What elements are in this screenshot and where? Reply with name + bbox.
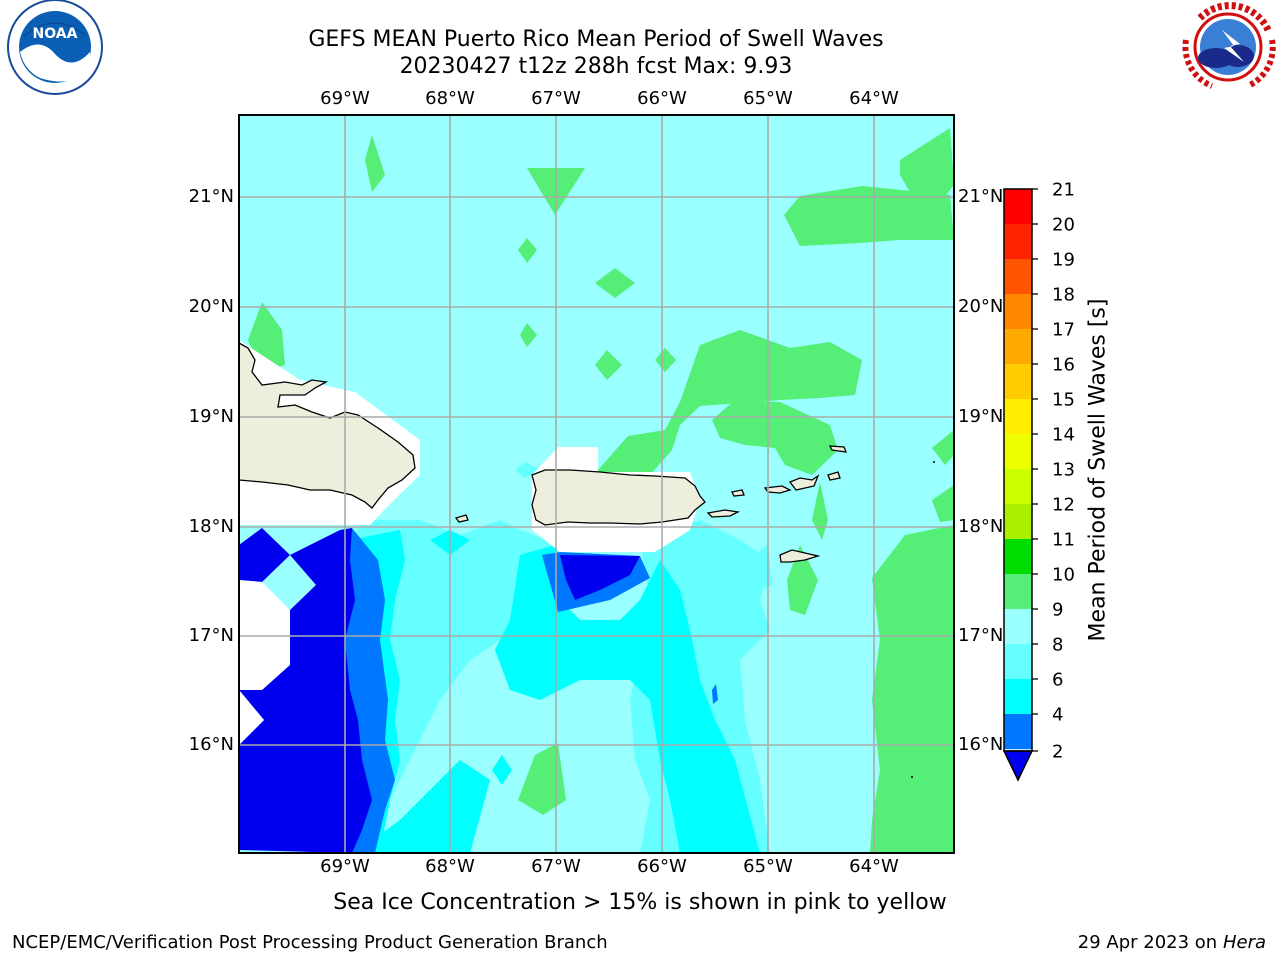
small-islets	[911, 461, 935, 778]
colorbar	[1002, 188, 1038, 782]
colorbar-tick: 11	[1052, 529, 1075, 551]
lon-label-bottom: 68°W	[425, 856, 475, 877]
map-plot	[238, 114, 955, 854]
colorbar-tick: 13	[1052, 459, 1075, 481]
colorbar-tick: 8	[1052, 634, 1064, 656]
lat-label-right: 21°N	[958, 186, 1004, 207]
lat-label-right: 19°N	[958, 406, 1004, 427]
map-title: GEFS MEAN Puerto Rico Mean Period of Swe…	[308, 27, 884, 52]
colorbar-tick: 4	[1052, 704, 1064, 726]
footer-date-text: 29 Apr 2023 on	[1077, 932, 1223, 953]
lat-label-left: 21°N	[188, 186, 234, 207]
colorbar-tick: 21	[1052, 179, 1075, 201]
lat-label-right: 16°N	[958, 734, 1004, 755]
vieques	[706, 509, 741, 518]
colorbar-tick: 18	[1052, 284, 1075, 306]
colorbar-tick: 9	[1052, 599, 1064, 621]
colorbar-tick: 20	[1052, 214, 1075, 236]
colorbar-tick: 12	[1052, 494, 1075, 516]
culebra	[731, 489, 745, 497]
lat-label-right: 20°N	[958, 296, 1004, 317]
colorbar-tick: 15	[1052, 389, 1075, 411]
lon-label-bottom: 69°W	[320, 856, 370, 877]
footer-host: Hera	[1222, 932, 1266, 953]
lon-label-bottom: 65°W	[743, 856, 793, 877]
lat-label-left: 20°N	[188, 296, 234, 317]
mona-island	[454, 514, 469, 523]
lon-label-bottom: 67°W	[531, 856, 581, 877]
sea-ice-note: Sea Ice Concentration > 15% is shown in …	[333, 890, 947, 915]
islet	[828, 445, 848, 453]
colorbar-tick: 6	[1052, 669, 1064, 691]
lat-label-left: 16°N	[188, 734, 234, 755]
lon-label-top: 64°W	[849, 88, 899, 109]
colorbar-tick: 14	[1052, 424, 1075, 446]
colorbar-tick: 10	[1052, 564, 1075, 586]
colorbar-tick: 19	[1052, 249, 1075, 271]
colorbar-tick: 17	[1052, 319, 1075, 341]
lon-label-top: 66°W	[637, 88, 687, 109]
lon-label-top: 65°W	[743, 88, 793, 109]
forecast-subtitle: 20230427 t12z 288h fcst Max: 9.93	[399, 54, 793, 79]
noaa-logo-icon: NOAA	[7, 0, 103, 95]
lat-label-left: 18°N	[188, 516, 234, 537]
map-grid	[239, 115, 954, 853]
lon-label-top: 67°W	[531, 88, 581, 109]
lat-label-left: 17°N	[188, 625, 234, 646]
lat-label-right: 18°N	[958, 516, 1004, 537]
lon-label-bottom: 64°W	[849, 856, 899, 877]
lon-label-bottom: 66°W	[637, 856, 687, 877]
colorbar-tick: 16	[1052, 354, 1075, 376]
hispaniola	[239, 342, 416, 509]
swell-2-4-regions	[239, 528, 640, 853]
map-frame	[238, 114, 955, 854]
st-croix	[779, 549, 821, 563]
footer-date: 29 Apr 2023 on Hera	[1078, 932, 1266, 953]
puerto-rico	[531, 469, 706, 526]
colorbar-tick: 2	[1052, 741, 1064, 763]
lat-label-left: 19°N	[188, 406, 234, 427]
tortola	[788, 474, 820, 491]
colorbar-label: Mean Period of Swell Waves [s]	[1085, 298, 1111, 642]
nws-logo-icon	[1181, 0, 1276, 94]
lon-label-top: 68°W	[425, 88, 475, 109]
footer-credit: NCEP/EMC/Verification Post Processing Pr…	[12, 932, 608, 953]
noaa-logo-text: NOAA	[33, 26, 78, 42]
lat-label-right: 17°N	[958, 625, 1004, 646]
lon-label-top: 69°W	[320, 88, 370, 109]
anegada	[827, 471, 841, 481]
